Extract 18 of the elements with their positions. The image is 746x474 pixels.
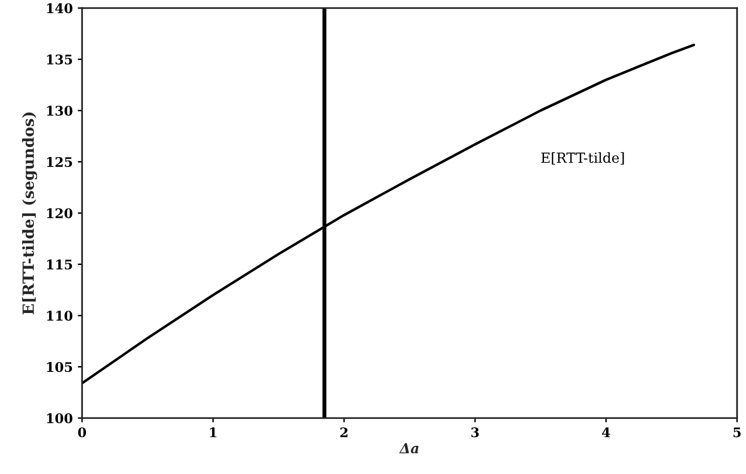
- y-axis-title: E[RTT-tilde] (segundos): [22, 112, 38, 314]
- x-tick-label: 1: [210, 427, 216, 438]
- y-tick-label: 135: [47, 54, 72, 65]
- y-tick-label: 110: [47, 310, 72, 321]
- x-tick-label: 2: [340, 427, 348, 438]
- y-tick-label: 105: [47, 362, 72, 372]
- x-tick-label: 4: [602, 427, 610, 438]
- y-tick-label: 140: [47, 3, 72, 14]
- y-tick-label: 125: [47, 157, 72, 168]
- x-axis-title: Δa: [399, 443, 418, 454]
- x-tick-label: 0: [78, 427, 86, 438]
- y-tick-label: 115: [47, 260, 72, 270]
- y-tick-label: 100: [47, 413, 72, 424]
- x-tick-label: 5: [734, 428, 741, 438]
- x-tick-label: 3: [471, 427, 479, 438]
- y-tick-label: 120: [47, 208, 72, 218]
- y-tick-label: 130: [47, 106, 72, 116]
- text: E[RTT-tilde]: [541, 152, 624, 165]
